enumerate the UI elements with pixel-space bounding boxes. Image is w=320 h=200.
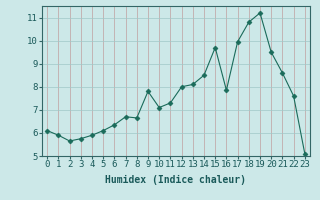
X-axis label: Humidex (Indice chaleur): Humidex (Indice chaleur) <box>106 175 246 185</box>
